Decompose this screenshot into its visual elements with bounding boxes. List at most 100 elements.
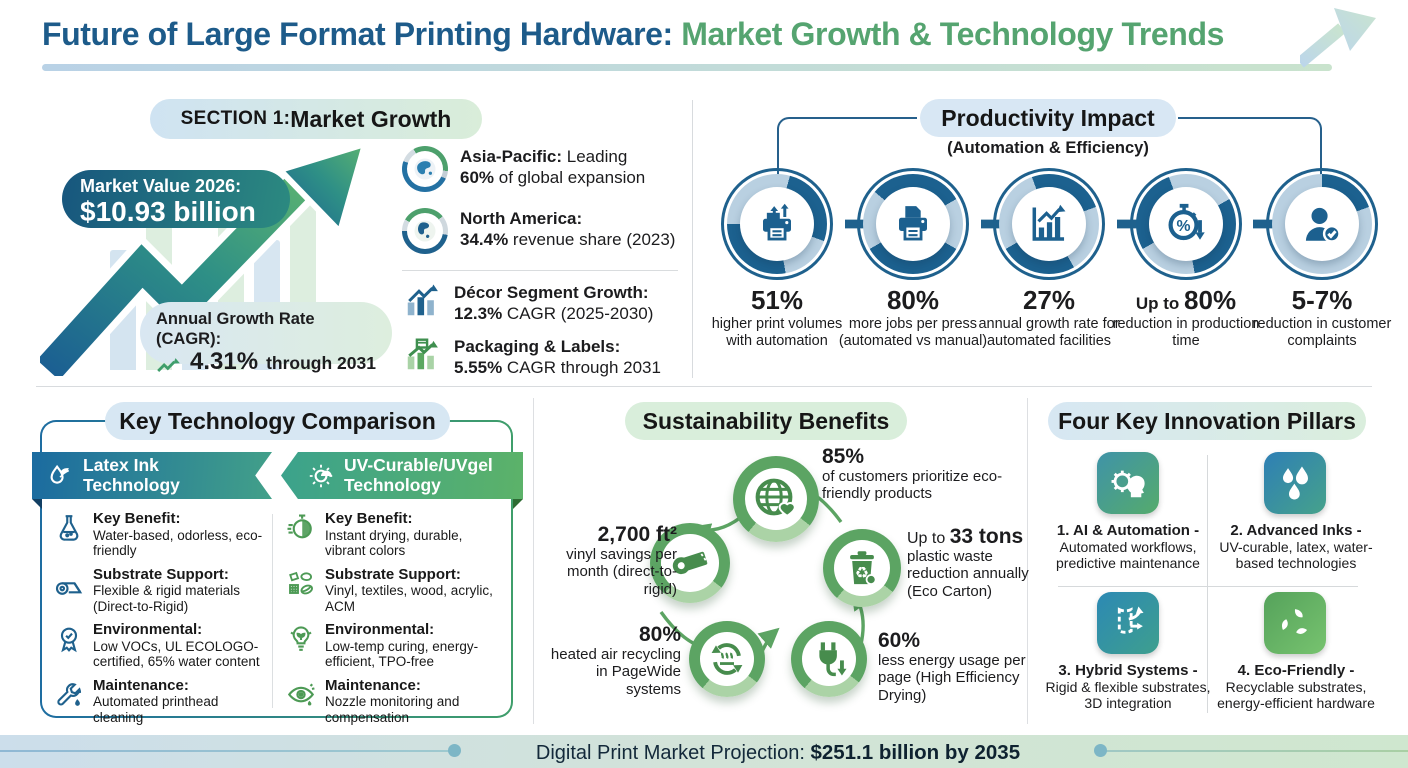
pillar-hybrid-systems: 3. Hybrid Systems - Rigid & flexible sub… — [1045, 662, 1211, 712]
nozzle-eye-icon — [287, 683, 315, 706]
market-growth-graphic: Market Value 2026: $10.93 billion Annual… — [40, 140, 392, 376]
packaging-labels-chart-icon — [402, 336, 442, 374]
market-value-label: Market Value 2026: — [80, 176, 242, 196]
footer-line-right — [1106, 750, 1408, 752]
fact-text: Packaging & Labels: 5.55% CAGR through 2… — [454, 337, 661, 378]
energy-plug-icon — [791, 621, 867, 697]
vinyl-roll-icon — [650, 523, 730, 603]
top-section-divider — [692, 100, 693, 378]
step-circle-annual-growth — [993, 168, 1105, 280]
sus-label-vinyl-savings: 2,700 ft² vinyl savings per month (direc… — [566, 523, 677, 598]
uv-banner-title: UV-Curable/UVgel Technology — [344, 454, 493, 495]
step-circle-customer-complaints — [1266, 168, 1378, 280]
cagr-value: 4.31% — [190, 347, 259, 375]
trend-up-icon — [157, 357, 180, 372]
technology-header: Key Technology Comparison — [105, 402, 450, 440]
advanced-inks-icon — [1264, 452, 1326, 514]
footer-dot-left — [448, 744, 461, 757]
decor-growth-chart-icon — [402, 282, 442, 320]
latex-banner-title: Latex Ink Technology — [83, 454, 180, 495]
latex-column: Key Benefit: Water-based, odorless, eco-f… — [54, 510, 270, 733]
facts-divider — [402, 270, 678, 271]
eco-friendly-icon — [1264, 592, 1326, 654]
page-title: Future of Large Format Printing Hardware… — [42, 16, 1224, 53]
pillar-advanced-inks: 2. Advanced Inks - UV-curable, latex, wa… — [1219, 522, 1373, 572]
uv-maintenance: Maintenance: Nozzle monitoring and compen… — [286, 677, 502, 726]
globe-heart-icon — [733, 456, 819, 542]
globe-asia-icon — [402, 146, 448, 192]
svg-text:♻: ♻ — [855, 563, 869, 582]
uv-environmental: Environmental: Low-temp curing, energy-ef… — [286, 621, 502, 670]
market-growth-trend-arrow — [40, 140, 370, 376]
title-underline — [42, 64, 1332, 71]
page-title-secondary: Market Growth & Technology Trends — [672, 16, 1224, 52]
banner-fold-left — [32, 499, 42, 509]
step-circle-print-volume — [721, 168, 833, 280]
footer-projection: Digital Print Market Projection: $251.1 … — [462, 741, 1094, 765]
pillars-header: Four Key Innovation Pillars — [1048, 402, 1366, 440]
connector-line-right — [1178, 117, 1322, 175]
sus-label-heated-air: 80% heated air recycling in PageWide sys… — [550, 623, 681, 698]
fact-north-america: North America: 34.4% revenue share (2023… — [402, 208, 675, 254]
stat-annual-growth: 27% annual growth rate for automated fac… — [978, 285, 1120, 350]
pillar-ai-automation: 1. AI & Automation - Automated workflows… — [1056, 522, 1200, 572]
footer-line-left — [0, 750, 450, 752]
customer-check-icon — [1285, 187, 1359, 261]
globe-americas-icon — [402, 208, 448, 254]
uv-column: Key Benefit: Instant drying, durable, vib… — [286, 510, 502, 733]
page-title-primary: Future of Large Format Printing Hardware… — [42, 16, 673, 52]
fact-asia-pacific: Asia-Pacific: Leading 60% of global expa… — [402, 146, 645, 192]
stat-production-time: Up to 80% reduction in production time — [1112, 285, 1260, 350]
stat-customer-complaints: 5-7% reduction in customer complaints — [1252, 285, 1392, 350]
banner-fold-right — [513, 499, 523, 509]
sus-label-energy-usage: 60% less energy usage per page (High Eff… — [878, 629, 1026, 704]
printer-upload-icon — [740, 187, 814, 261]
eco-bulb-icon — [290, 626, 312, 651]
leaf-droplet-icon — [50, 464, 70, 484]
uv-sun-icon — [309, 464, 333, 487]
market-value-callout: Market Value 2026: $10.93 billion — [62, 170, 290, 228]
ai-automation-icon — [1097, 452, 1159, 514]
section1-label: SECTION 1: — [180, 108, 291, 129]
uv-key-benefit: Key Benefit: Instant drying, durable, vib… — [286, 510, 502, 559]
fact-decor-segment: Décor Segment Growth: 12.3% CAGR (2025-2… — [402, 282, 653, 325]
step-circle-jobs-per-press — [857, 168, 969, 280]
section1-header: SECTION 1: Market Growth — [150, 99, 482, 139]
step-circle-production-time: % — [1130, 168, 1242, 280]
cagr-label: Annual Growth Rate (CAGR): — [156, 310, 315, 348]
bottom-divider-1 — [533, 398, 534, 724]
sustainability-header: Sustainability Benefits — [625, 402, 907, 440]
fact-text: Décor Segment Growth: 12.3% CAGR (2025-2… — [454, 283, 654, 324]
bottom-divider-2 — [1027, 398, 1028, 724]
footer-value: $251.1 billion by 2035 — [810, 741, 1021, 764]
latex-substrate-support: Substrate Support: Flexible & rigid mater… — [54, 566, 270, 615]
footer-dot-right — [1094, 744, 1107, 757]
media-roll-icon — [55, 581, 83, 595]
pillars-vertical-divider — [1207, 455, 1208, 713]
footer-label: Digital Print Market Projection: — [535, 742, 811, 764]
latex-maintenance: Maintenance: Automated printhead cleaning — [54, 677, 270, 726]
growth-arrow-icon — [1300, 8, 1376, 68]
stopwatch-percent-icon: % — [1149, 187, 1223, 261]
latex-key-benefit: Key Benefit: Water-based, odorless, eco-f… — [54, 510, 270, 559]
market-value: $10.93 billion — [80, 195, 256, 227]
fact-packaging-labels: Packaging & Labels: 5.55% CAGR through 2… — [402, 336, 661, 379]
sus-label-plastic-waste: Up to 33 tons plastic waste reduction an… — [907, 525, 1029, 600]
latex-banner: Latex Ink Technology — [32, 452, 272, 499]
section1-title: Market Growth — [290, 105, 452, 132]
uv-substrate-support: Substrate Support: Vinyl, textiles, wood,… — [286, 566, 502, 615]
technology-column-divider — [272, 514, 273, 708]
growth-chart-icon — [1012, 187, 1086, 261]
stat-jobs-per-press: 80% more jobs per press (automated vs ma… — [838, 285, 988, 350]
svg-text:%: % — [1177, 218, 1191, 235]
cagr-suffix: through 2031 — [266, 352, 376, 373]
fast-dry-stopwatch-icon — [287, 514, 312, 539]
pillars-horizontal-divider — [1058, 586, 1358, 587]
horizontal-divider — [36, 386, 1372, 387]
wrench-droplet-icon — [57, 682, 82, 706]
printer-icon — [876, 187, 950, 261]
stat-print-volume: 51% higher print volumes with automation — [711, 285, 843, 350]
fact-text: Asia-Pacific: Leading 60% of global expa… — [460, 147, 646, 188]
flask-icon — [59, 515, 79, 541]
